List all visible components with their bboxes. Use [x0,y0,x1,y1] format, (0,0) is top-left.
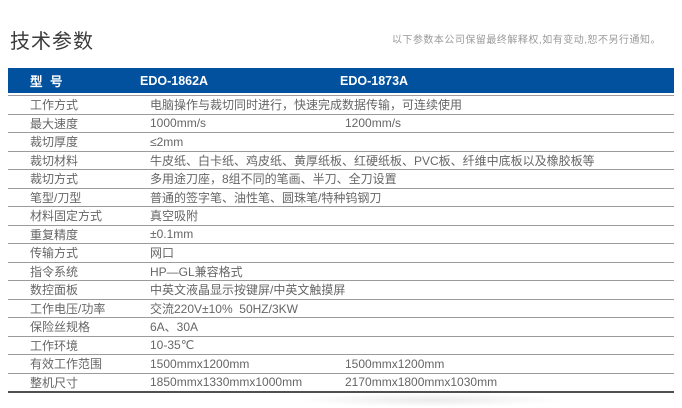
disclaimer-note: 以下参数本公司保留最终解释权,如有变动,恕不另行通知。 [391,35,661,46]
table-row: 保险丝规格 6A、30A [8,318,674,337]
row-label: 工作电压/功率 [30,301,106,316]
table-row: 材料固定方式 真空吸附 [8,207,674,226]
row-value: 6A、30A [150,320,199,335]
row-label: 重复精度 [30,227,79,242]
row-label: 整机尺寸 [30,375,79,390]
row-value: HP—GL兼容格式 [150,264,243,279]
table-row: 指令系统 HP—GL兼容格式 [8,263,674,281]
row-label: 材料固定方式 [30,209,103,224]
row-value-model2: 2170mmx1800mmx1030mm [345,375,498,390]
table-row: 裁切材料 牛皮纸、白卡纸、鸡皮纸、黄厚纸板、红硬纸板、PVC板、纤维中底板以及橡胶… [8,152,674,170]
table-row: 整机尺寸 1850mmx1330mmx1000mm 2170mmx1800mmx10… [8,374,674,393]
row-value: ≤2mm [150,134,184,149]
row-value: 10-35℃ [150,338,195,353]
table-row: 工作方式 电脑操作与裁切同时进行，快速完成数据传输，可连续使用 [8,96,674,115]
row-value: 普通的签字笔、油性笔、圆珠笔/特种钨钢刀 [150,190,382,205]
spec-table: 型 号 EDO-1862A EDO-1873A 工作方式 电脑操作与裁切同时进行，… [8,68,674,393]
table-header-row: 型 号 EDO-1862A EDO-1873A [8,68,674,93]
row-label: 指令系统 [30,264,79,279]
row-value: 网口 [150,246,175,261]
row-label: 裁切厚度 [30,135,79,150]
row-value-model1: 1000mm/s [150,116,207,131]
row-value: 多用途刀座，8组不同的笔画、半刀、全刀设置 [150,172,397,187]
row-value: 交流220V±10% 50HZ/3KW [150,301,298,316]
row-label: 保险丝规格 [30,320,91,335]
row-value-model1: 1500mmx1200mm [150,356,250,371]
row-label: 最大速度 [30,116,79,131]
table-row: 最大速度 1000mm/s 1200mm/s [8,115,674,133]
row-label: 传输方式 [30,246,79,261]
row-label: 工作环境 [30,338,79,353]
row-label: 工作方式 [30,98,79,113]
row-value-model1: 1850mmx1330mmx1000mm [150,375,303,390]
row-label: 笔型/刀型 [30,190,82,205]
row-value: 牛皮纸、白卡纸、鸡皮纸、黄厚纸板、红硬纸板、PVC板、纤维中底板以及橡胶板等 [150,153,595,168]
table-row: 重复精度 ±0.1mm [8,226,674,244]
bottom-shadow [295,393,565,407]
table-body: 工作方式 电脑操作与裁切同时进行，快速完成数据传输，可连续使用最大速度 1000mm… [8,95,674,393]
table-row: 数控面板 中英文液晶显示按键屏/中英文触摸屏 [8,281,674,300]
row-label: 有效工作范围 [30,357,103,372]
table-row: 工作电压/功率 交流220V±10% 50HZ/3KW [8,300,674,318]
row-value-model2: 1500mmx1200mm [345,356,445,371]
row-label: 数控面板 [30,283,79,298]
table-row: 工作环境 10-35℃ [8,337,674,355]
table-row: 笔型/刀型 普通的签字笔、油性笔、圆珠笔/特种钨钢刀 [8,189,674,207]
row-value: 电脑操作与裁切同时进行，快速完成数据传输，可连续使用 [150,98,463,113]
header-model2: EDO-1873A [340,73,409,88]
table-row: 有效工作范围 1500mmx1200mm 1500mmx1200mm [8,355,674,374]
header-label-col: 型 号 [30,75,65,89]
row-label: 裁切材料 [30,153,79,168]
table-row: 裁切厚度 ≤2mm [8,133,674,152]
row-label: 裁切方式 [30,172,79,187]
table-row: 传输方式 网口 [8,244,674,263]
header-model1: EDO-1862A [140,73,209,88]
row-value: 中英文液晶显示按键屏/中英文触摸屏 [150,283,346,298]
page-title: 技术参数 [10,31,94,53]
row-value: ±0.1mm [150,227,194,242]
row-value: 真空吸附 [150,209,199,224]
table-row: 裁切方式 多用途刀座，8组不同的笔画、半刀、全刀设置 [8,170,674,189]
row-value-model2: 1200mm/s [345,116,402,131]
